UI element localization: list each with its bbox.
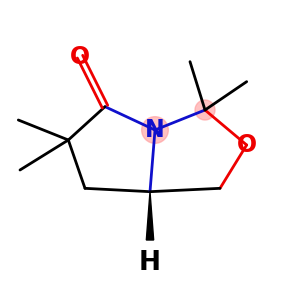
Circle shape: [195, 100, 215, 120]
Text: O: O: [70, 45, 90, 69]
Circle shape: [142, 117, 168, 143]
Text: O: O: [237, 133, 257, 157]
Polygon shape: [146, 192, 154, 240]
Text: H: H: [139, 250, 161, 276]
Text: N: N: [145, 118, 165, 142]
